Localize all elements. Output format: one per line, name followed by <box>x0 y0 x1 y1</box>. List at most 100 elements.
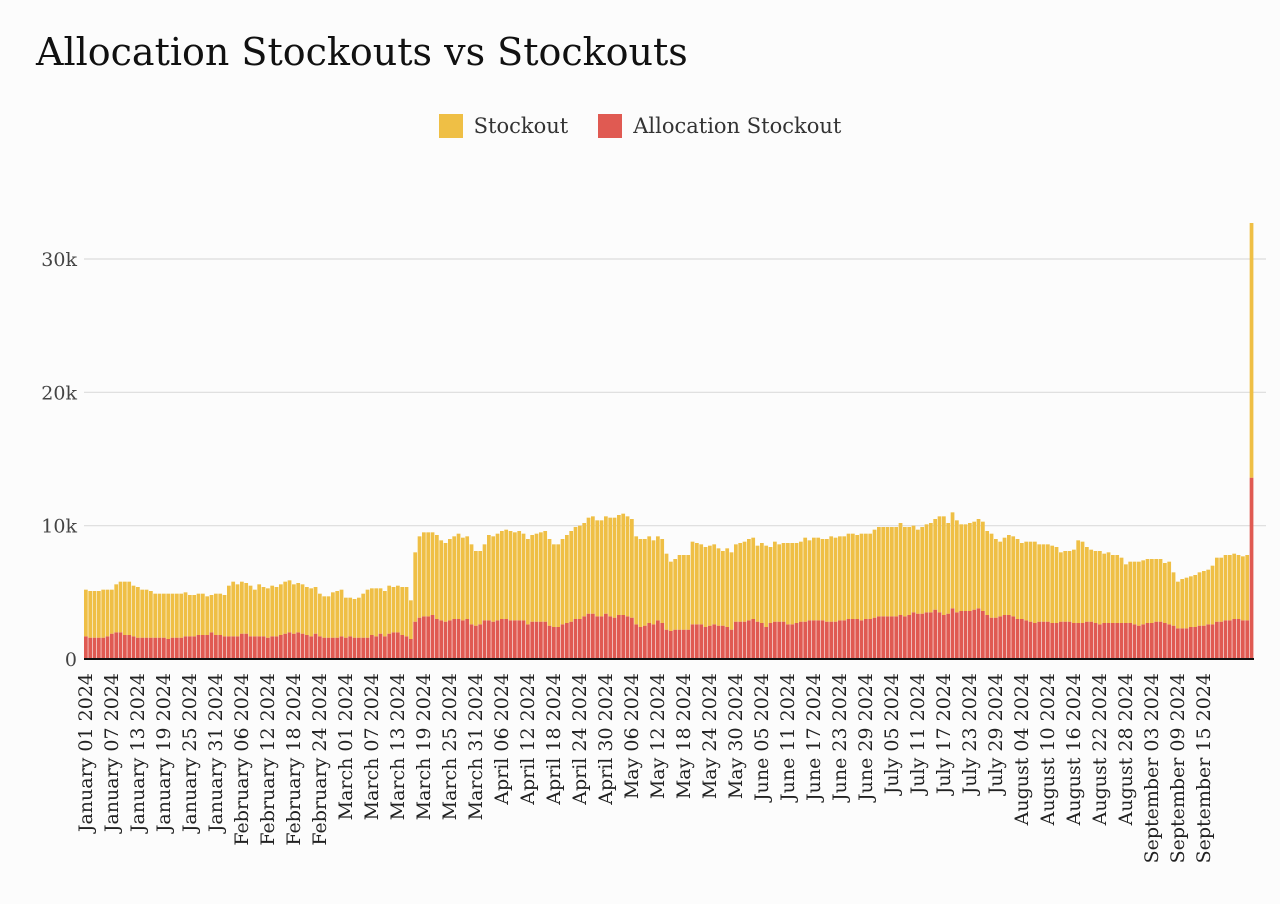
bar-stockout <box>747 539 751 621</box>
bar-allocation-stockout <box>339 636 344 659</box>
bar-allocation-stockout <box>1007 615 1011 659</box>
x-tick-label: February 24 2024 <box>309 673 331 846</box>
bar-allocation-stockout <box>651 624 656 659</box>
bar-allocation-stockout <box>963 611 968 659</box>
bar-stockout <box>1228 555 1232 621</box>
bar-allocation-stockout <box>1124 623 1128 659</box>
bar-stockout <box>786 543 790 625</box>
bar-allocation-stockout <box>500 619 504 659</box>
bar-allocation-stockout <box>313 633 318 659</box>
bar-allocation-stockout <box>279 635 283 659</box>
bar-allocation-stockout <box>326 637 331 659</box>
bar-allocation-stockout <box>682 629 686 659</box>
bar-stockout <box>673 559 678 630</box>
bar-stockout <box>859 533 864 621</box>
bar-stockout <box>894 527 899 617</box>
x-tick-label: April 18 2024 <box>543 673 565 806</box>
x-tick-label: April 24 2024 <box>569 673 591 806</box>
bar-allocation-stockout <box>1102 623 1107 659</box>
bar-stockout <box>292 584 296 634</box>
bar-stockout <box>833 537 838 622</box>
bar-allocation-stockout <box>868 619 873 659</box>
bar-stockout <box>383 591 387 637</box>
bar-stockout <box>1015 539 1020 619</box>
bar-stockout <box>114 584 119 633</box>
bar-stockout <box>803 537 808 622</box>
bar-allocation-stockout <box>517 620 522 659</box>
bar-allocation-stockout <box>1050 623 1055 659</box>
legend-item-allocation-stockout[interactable]: Allocation Stockout <box>598 114 841 138</box>
bar-allocation-stockout <box>487 620 491 659</box>
bar-allocation-stockout <box>175 637 179 659</box>
x-tick-label: September 15 2024 <box>1193 673 1215 863</box>
bar-stockout <box>1046 544 1050 622</box>
bar-stockout <box>716 548 721 626</box>
bar-stockout <box>374 588 379 637</box>
bar-stockout <box>209 595 214 633</box>
bar-allocation-stockout <box>300 633 305 659</box>
bar-allocation-stockout <box>127 635 132 659</box>
bar-stockout <box>868 533 873 619</box>
legend: Stockout Allocation Stockout <box>0 114 1280 138</box>
bar-allocation-stockout <box>859 620 864 659</box>
bar-allocation-stockout <box>1046 621 1050 659</box>
x-tick-label: March 13 2024 <box>387 673 409 820</box>
bar-allocation-stockout <box>1089 621 1094 659</box>
x-tick-label: June 17 2024 <box>803 673 825 803</box>
x-tick-label: March 07 2024 <box>361 673 383 820</box>
bar-allocation-stockout <box>426 616 431 659</box>
bar-stockout <box>1115 555 1120 623</box>
bar-stockout <box>175 593 179 638</box>
bar-stockout <box>400 587 405 635</box>
bar-stockout <box>1067 551 1072 622</box>
legend-item-stockout[interactable]: Stockout <box>438 114 568 138</box>
bar-stockout <box>1137 561 1141 626</box>
bar-allocation-stockout <box>101 637 106 659</box>
bar-allocation-stockout <box>799 621 803 659</box>
bar-allocation-stockout <box>201 635 205 659</box>
bar-stockout <box>1219 557 1224 622</box>
bar-allocation-stockout <box>946 613 951 659</box>
x-tick-label: April 12 2024 <box>517 673 539 806</box>
bar-allocation-stockout <box>985 615 990 659</box>
bar-allocation-stockout <box>1249 477 1254 659</box>
bar-stockout <box>331 592 335 638</box>
bar-allocation-stockout <box>742 621 747 659</box>
bar-stockout <box>1215 557 1219 622</box>
bar-allocation-stockout <box>170 637 175 659</box>
bar-allocation-stockout <box>248 636 253 659</box>
bar-stockout <box>994 539 998 618</box>
y-tick-label: 30k <box>41 249 77 271</box>
bar-allocation-stockout <box>136 637 140 659</box>
bar-allocation-stockout <box>166 639 171 659</box>
x-tick-label: March 31 2024 <box>465 673 487 820</box>
bar-allocation-stockout <box>656 620 660 659</box>
bar-allocation-stockout <box>1154 621 1159 659</box>
bar-allocation-stockout <box>140 637 145 659</box>
bar-stockout <box>924 524 929 613</box>
x-tick-label: September 09 2024 <box>1167 673 1189 863</box>
bar-allocation-stockout <box>565 623 569 659</box>
bar-allocation-stockout <box>1080 623 1085 659</box>
bar-allocation-stockout <box>773 621 777 659</box>
bar-allocation-stockout <box>1054 623 1059 659</box>
bar-stockout <box>365 589 370 638</box>
bar-stockout <box>903 527 907 617</box>
bar-allocation-stockout <box>855 619 860 659</box>
bar-allocation-stockout <box>218 635 223 659</box>
x-tick-label: July 23 2024 <box>959 673 981 796</box>
bar-allocation-stockout <box>1215 621 1219 659</box>
bar-allocation-stockout <box>1171 625 1176 659</box>
bar-stockout <box>1202 571 1206 626</box>
bar-allocation-stockout <box>543 621 548 659</box>
x-tick-label: January 13 2024 <box>127 673 149 834</box>
bar-allocation-stockout <box>274 636 279 659</box>
bar-allocation-stockout <box>1223 620 1228 659</box>
bar-stockout <box>729 552 734 630</box>
bar-stockout <box>530 535 535 622</box>
bar-allocation-stockout <box>781 621 786 659</box>
bar-allocation-stockout <box>829 621 834 659</box>
bar-allocation-stockout <box>179 637 184 659</box>
bar-allocation-stockout <box>287 632 292 659</box>
bar-stockout <box>183 592 188 637</box>
